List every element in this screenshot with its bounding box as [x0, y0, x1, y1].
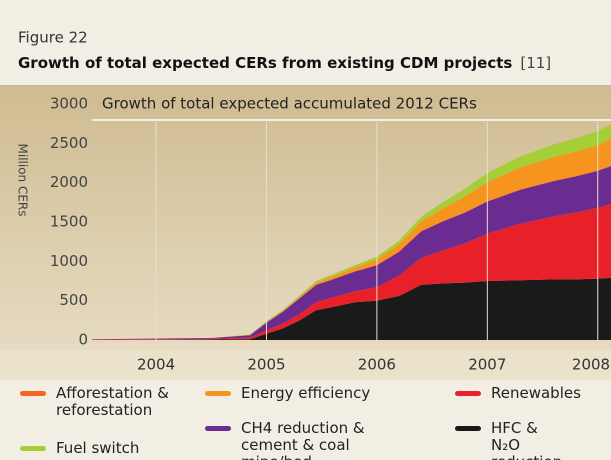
legend-item: CH4 reduction & cement & coal mine/bed: [205, 420, 420, 460]
legend-item: Afforestation & reforestation: [20, 385, 170, 419]
area: [92, 166, 611, 340]
y-tick-label: 2500: [50, 134, 88, 152]
chart-title: Growth of total expected CERs from exist…: [18, 54, 551, 72]
x-tick-label: 2005: [247, 356, 285, 374]
y-tick-label: 1500: [50, 213, 88, 231]
area: [92, 277, 611, 340]
area: [92, 139, 611, 340]
legend-label: Afforestation & reforestation: [56, 384, 169, 419]
x-tick-label: 2008: [572, 356, 610, 374]
x-tick-label: 2006: [358, 356, 396, 374]
area: [92, 203, 611, 340]
legend-label: Energy efficiency: [241, 384, 371, 402]
figure-label: Figure 22: [18, 29, 88, 47]
reference: [11]: [520, 54, 551, 72]
legend-label: Fuel switch: [56, 439, 140, 457]
legend-label: Renewables: [491, 384, 581, 402]
y-axis-label: Million CERs: [16, 143, 30, 216]
y-tick-label: 2000: [50, 173, 88, 191]
y-tick-label: 3000: [50, 95, 88, 113]
x-tick-label: 2007: [468, 356, 506, 374]
subtitle: Growth of total expected accumulated 201…: [102, 95, 477, 113]
x-axis-band: [0, 350, 611, 380]
legend-swatch: [205, 391, 231, 396]
legend-item: Energy efficiency: [205, 385, 405, 402]
area: [92, 124, 611, 340]
y-tick-label: 500: [59, 291, 88, 309]
legend-swatch: [20, 391, 46, 396]
legend-swatch: [455, 426, 481, 431]
legend-swatch: [455, 391, 481, 396]
y-tick-label: 0: [78, 331, 88, 349]
plot: [92, 124, 611, 340]
x-tick-label: 2004: [137, 356, 175, 374]
legend-item: Renewables: [455, 385, 581, 402]
legend-label: HFC & N₂O reduction: [491, 419, 562, 460]
title: Growth of total expected CERs from exist…: [18, 54, 512, 72]
y-tick-label: 1000: [50, 252, 88, 270]
legend-swatch: [205, 426, 231, 431]
legend-label: CH4 reduction & cement & coal mine/bed: [241, 419, 365, 460]
legend-item: HFC & N₂O reduction: [455, 420, 565, 460]
legend-item: Fuel switch: [20, 440, 170, 457]
legend-swatch: [20, 446, 46, 451]
